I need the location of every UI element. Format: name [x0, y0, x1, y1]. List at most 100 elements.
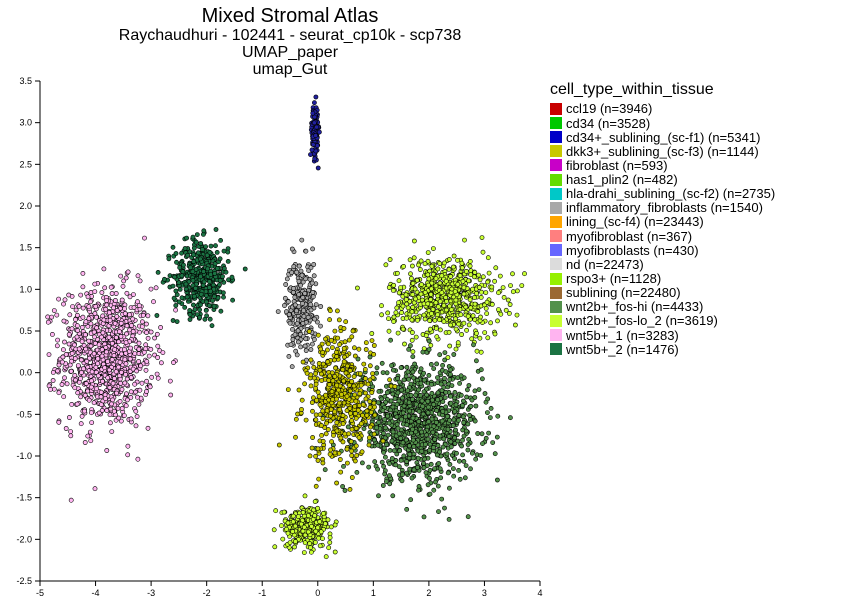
scatter-point: [68, 497, 74, 503]
scatter-point: [513, 322, 518, 328]
scatter-point: [341, 378, 346, 384]
scatter-point: [404, 315, 409, 321]
scatter-point: [85, 294, 91, 300]
legend-item[interactable]: myofibroblast (n=367): [550, 229, 850, 243]
scatter-point: [375, 442, 381, 448]
scatter-point: [433, 479, 438, 485]
scatter-point: [410, 304, 416, 310]
legend-item[interactable]: has1_plin2 (n=482): [550, 173, 850, 187]
scatter-point: [485, 335, 491, 341]
legend-item[interactable]: wnt5b+_1 (n=3283): [550, 328, 850, 342]
scatter-point: [302, 540, 308, 546]
legend-item[interactable]: sublining (n=22480): [550, 286, 850, 300]
scatter-point: [78, 376, 83, 381]
legend-item[interactable]: lining_(sc-f4) (n=23443): [550, 215, 850, 229]
scatter-point: [313, 381, 319, 387]
scatter-point: [207, 316, 213, 322]
scatter-point: [173, 307, 178, 313]
scatter-point: [475, 309, 481, 314]
scatter-point: [379, 459, 385, 465]
scatter-point: [407, 408, 413, 414]
legend-item[interactable]: wnt2b+_fos-hi (n=4433): [550, 300, 850, 314]
scatter-point: [45, 319, 51, 325]
scatter-point: [86, 338, 92, 344]
scatter-point: [417, 267, 423, 272]
scatter-point: [99, 334, 104, 340]
legend-item[interactable]: nd (n=22473): [550, 257, 850, 271]
scatter-point: [418, 366, 424, 372]
scatter-point: [103, 306, 109, 312]
scatter-point: [69, 401, 75, 407]
scatter-point: [112, 347, 118, 352]
scatter-point: [425, 482, 431, 488]
scatter-point: [217, 256, 223, 262]
scatter-point: [133, 389, 138, 395]
legend-item[interactable]: ccl19 (n=3946): [550, 102, 850, 116]
scatter-point: [308, 545, 313, 550]
scatter-point: [444, 413, 450, 419]
legend-swatch: [550, 102, 562, 115]
legend-label: inflammatory_fibroblasts (n=1540): [566, 200, 763, 216]
scatter-point: [59, 382, 65, 387]
scatter-point: [322, 521, 328, 527]
scatter-point: [73, 377, 78, 383]
scatter-point: [387, 481, 393, 487]
legend-item[interactable]: wnt5b+_2 (n=1476): [550, 342, 850, 356]
scatter-point: [87, 355, 92, 361]
scatter-point: [468, 466, 473, 472]
scatter-point: [212, 271, 218, 276]
legend-item[interactable]: hla-drahi_sublining_(sc-f2) (n=2735): [550, 187, 850, 201]
scatter-point: [360, 402, 366, 407]
scatter-point: [464, 387, 470, 393]
scatter-point: [158, 360, 164, 366]
scatter-point: [436, 461, 442, 466]
scatter-point: [334, 354, 340, 359]
legend-item[interactable]: inflammatory_fibroblasts (n=1540): [550, 201, 850, 215]
scatter-point: [323, 554, 329, 560]
legend-item[interactable]: rspo3+ (n=1128): [550, 271, 850, 285]
legend-item[interactable]: cd34 (n=3528): [550, 116, 850, 130]
scatter-point: [472, 418, 478, 424]
scatter-point: [119, 386, 125, 392]
scatter-point: [298, 282, 303, 288]
legend-item[interactable]: wnt2b+_fos-lo_2 (n=3619): [550, 314, 850, 328]
scatter-point: [298, 344, 303, 350]
scatter-point: [463, 428, 469, 434]
scatter-point: [318, 529, 324, 535]
scatter-point: [221, 294, 226, 300]
scatter-point: [448, 444, 454, 450]
scatter-point: [323, 431, 329, 437]
scatter-point: [387, 257, 393, 262]
scatter-point: [92, 289, 98, 294]
scatter-point: [204, 252, 210, 258]
legend-item[interactable]: cd34+_sublining_(sc-f1) (n=5341): [550, 130, 850, 144]
scatter-point: [145, 425, 151, 431]
legend-item[interactable]: myofibroblasts (n=430): [550, 243, 850, 257]
scatter-point: [464, 394, 469, 400]
legend-item[interactable]: dkk3+_sublining_(sc-f3) (n=1144): [550, 144, 850, 158]
scatter-point: [486, 430, 491, 436]
scatter-point: [431, 402, 437, 407]
scatter-point: [144, 358, 150, 364]
scatter-point: [173, 288, 179, 294]
scatter-point: [91, 400, 97, 406]
scatter-point: [313, 94, 319, 100]
scatter-point: [496, 307, 501, 312]
scatter-point: [413, 334, 419, 340]
scatter-point: [341, 354, 347, 360]
scatter-point: [291, 264, 297, 269]
x-tick-label: -5: [36, 588, 44, 598]
scatter-point: [339, 391, 344, 397]
scatter-point: [425, 301, 431, 307]
scatter-point: [201, 269, 206, 274]
scatter-point: [360, 412, 365, 418]
scatter-point: [299, 397, 305, 403]
scatter-point: [295, 339, 301, 345]
scatter-point: [421, 460, 426, 466]
legend-item[interactable]: fibroblast (n=593): [550, 158, 850, 172]
scatter-point: [313, 302, 319, 307]
scatter-point: [84, 358, 90, 364]
scatter-point: [457, 306, 463, 312]
scatter-point: [409, 396, 415, 402]
